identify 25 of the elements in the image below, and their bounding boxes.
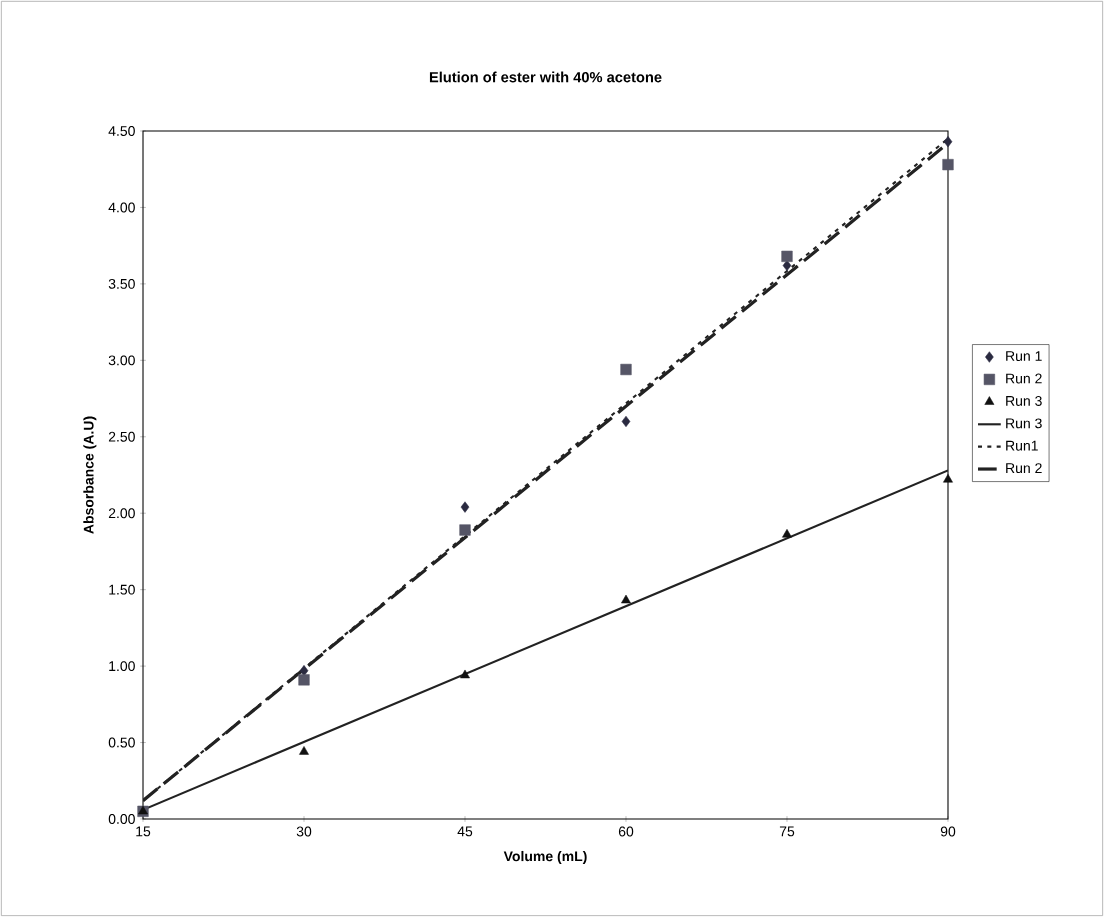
y-tick-label: 3.00	[108, 355, 135, 366]
legend-label: Run1	[1006, 440, 1038, 451]
x-tick-label: 30	[296, 826, 312, 837]
y-tick-label: 3.50	[108, 278, 135, 289]
x-tick-label: 90	[940, 826, 956, 837]
x-tick-label: 75	[779, 826, 795, 837]
x-tick-label: 60	[618, 826, 634, 837]
legend-label: Run 3	[1006, 418, 1042, 429]
y-tick-label: 4.00	[108, 202, 135, 213]
y-tick-label: 0.50	[108, 737, 135, 748]
x-tick-label: 15	[136, 826, 151, 837]
x-tick-label: 45	[457, 826, 473, 837]
x-axis-title: Volume (mL)	[503, 850, 587, 864]
y-tick-label: 1.50	[109, 584, 135, 595]
legend-label: Run 2	[1006, 373, 1042, 384]
y-axis-title: Absorbance (A.U)	[83, 416, 97, 534]
y-tick-label: 2.00	[108, 508, 135, 519]
legend-label: Run 3	[1006, 395, 1042, 406]
chart-title: Elution of ester with 40% acetone	[429, 71, 662, 83]
y-tick-label: 2.50	[108, 431, 135, 442]
y-tick-label: 1.00	[109, 661, 135, 672]
legend-label: Run 2	[1006, 463, 1042, 474]
y-tick-label: 4.50	[108, 126, 135, 136]
y-tick-label: 0.00	[108, 814, 135, 824]
legend-label: Run 1	[1006, 351, 1042, 361]
